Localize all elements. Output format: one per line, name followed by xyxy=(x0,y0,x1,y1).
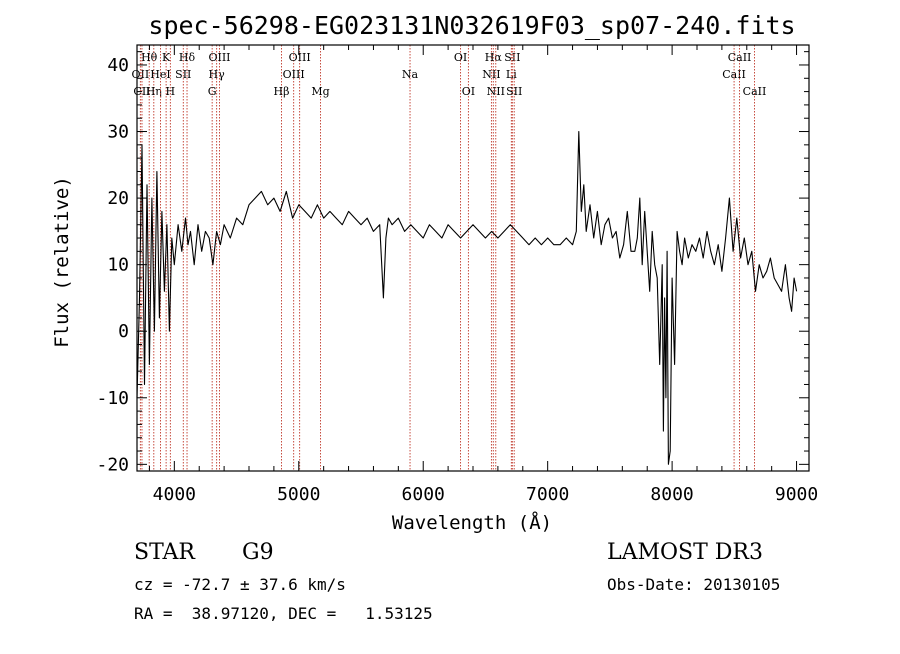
line-label-H-beta: Hβ xyxy=(274,85,290,98)
line-label-OI-6300: OI xyxy=(454,51,467,64)
y-tick-label: -10 xyxy=(96,388,129,409)
y-axis-label: Flux (relative) xyxy=(51,176,73,348)
line-label-SII-4072: SII xyxy=(175,68,191,81)
survey-name: LAMOST DR3 xyxy=(607,540,763,565)
y-tick-label: 0 xyxy=(118,321,129,342)
line-label-SII-6731: SII xyxy=(506,85,522,98)
y-tick-label: 40 xyxy=(107,55,129,76)
x-tick-label: 5000 xyxy=(277,484,320,505)
line-label-HeI: HeI xyxy=(150,68,170,81)
line-label-OIII-4363: OIII xyxy=(208,51,230,64)
line-label-NII-6583: NII xyxy=(487,85,505,98)
plot-frame xyxy=(136,44,810,472)
x-tick-label: 6000 xyxy=(402,484,445,505)
line-label-OIII-5007: OIII xyxy=(289,51,311,64)
object-subclass: G9 xyxy=(242,540,274,565)
x-axis-label: Wavelength (Å) xyxy=(392,511,552,534)
line-label-K: K xyxy=(162,51,171,64)
line-label-Mg: Mg xyxy=(311,85,329,98)
line-label-CaII-8542: CaII xyxy=(728,51,752,64)
line-label-NII-6548: NII xyxy=(482,68,500,81)
line-label-OI-6363: OI xyxy=(462,85,475,98)
coordinates: RA = 38.97120, DEC = 1.53125 xyxy=(134,604,433,623)
line-label-H: H xyxy=(166,85,176,98)
line-label-CaII-8498: CaII xyxy=(722,68,746,81)
object-class: STAR xyxy=(134,540,195,565)
line-label-CaII-8662: CaII xyxy=(743,85,767,98)
line-label-H-gamma: Hγ xyxy=(209,68,226,81)
x-tick-label: 7000 xyxy=(526,484,569,505)
line-label-H-theta: Hθ xyxy=(141,51,158,64)
line-label-Li: Li xyxy=(506,68,517,81)
line-label-SII-6716: SII xyxy=(504,51,520,64)
y-tick-label: 30 xyxy=(107,122,129,143)
line-label-H-eta: Hη xyxy=(146,85,162,98)
x-tick-label: 8000 xyxy=(650,484,693,505)
redshift-velocity: cz = -72.7 ± 37.6 km/s xyxy=(134,575,346,594)
flux-line xyxy=(136,130,798,465)
line-label-Na: Na xyxy=(402,68,419,81)
line-label-OIII-4959: OIII xyxy=(283,68,305,81)
flux-series xyxy=(136,130,798,465)
y-tick-label: -20 xyxy=(96,454,129,475)
chart-title: spec-56298-EG023131N032619F03_sp07-240.f… xyxy=(148,11,795,40)
observation-date: Obs-Date: 20130105 xyxy=(607,575,781,594)
line-label-OII: OII xyxy=(132,68,150,81)
y-tick-label: 10 xyxy=(107,255,129,276)
line-label-H-delta: Hδ xyxy=(179,51,196,64)
line-label-G: G xyxy=(208,85,217,98)
x-tick-label: 4000 xyxy=(153,484,196,505)
axes: 4000 5000 6000 7000 8000 9000 -20 -10 0 10 20 30 40 xyxy=(96,44,818,505)
line-label-H-alpha: Hα xyxy=(485,51,503,64)
y-tick-label: 20 xyxy=(107,188,129,209)
x-tick-label: 9000 xyxy=(775,484,818,505)
